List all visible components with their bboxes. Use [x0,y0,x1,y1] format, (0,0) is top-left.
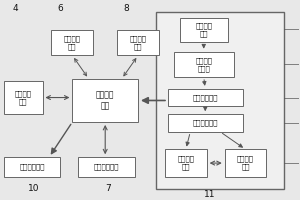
Text: 信号处理
程模块: 信号处理 程模块 [195,57,212,72]
Text: 状态检测
模块: 状态检测 模块 [64,35,81,50]
FancyBboxPatch shape [180,18,228,42]
Text: 液压传动模块: 液压传动模块 [94,164,119,170]
FancyBboxPatch shape [72,79,138,122]
Text: 信号采集
模块: 信号采集 模块 [195,23,212,37]
Text: 失效检测
模块: 失效检测 模块 [177,156,194,170]
Text: 电子控制模块: 电子控制模块 [193,120,218,126]
Text: 更新显示模块: 更新显示模块 [19,164,45,170]
FancyBboxPatch shape [78,157,135,177]
FancyBboxPatch shape [4,157,60,177]
Text: 信号输出模块: 信号输出模块 [193,94,218,101]
Text: 11: 11 [204,190,215,199]
Text: 7: 7 [105,184,111,193]
FancyBboxPatch shape [4,81,43,114]
Text: 切换控制
模块: 切换控制 模块 [130,35,147,50]
Text: 冗余控制
模块: 冗余控制 模块 [237,156,254,170]
FancyBboxPatch shape [165,149,207,177]
Text: 6: 6 [58,4,63,13]
FancyBboxPatch shape [168,114,243,132]
Text: 数据存储
模块: 数据存储 模块 [15,90,32,105]
FancyBboxPatch shape [225,149,266,177]
Text: 8: 8 [123,4,129,13]
Text: 10: 10 [28,184,39,193]
FancyBboxPatch shape [52,30,93,55]
FancyBboxPatch shape [174,52,234,77]
Text: 4: 4 [13,4,18,13]
FancyBboxPatch shape [168,89,243,106]
Bar [156,12,284,189]
Text: 中央控制
模块: 中央控制 模块 [96,90,115,111]
FancyBboxPatch shape [117,30,159,55]
